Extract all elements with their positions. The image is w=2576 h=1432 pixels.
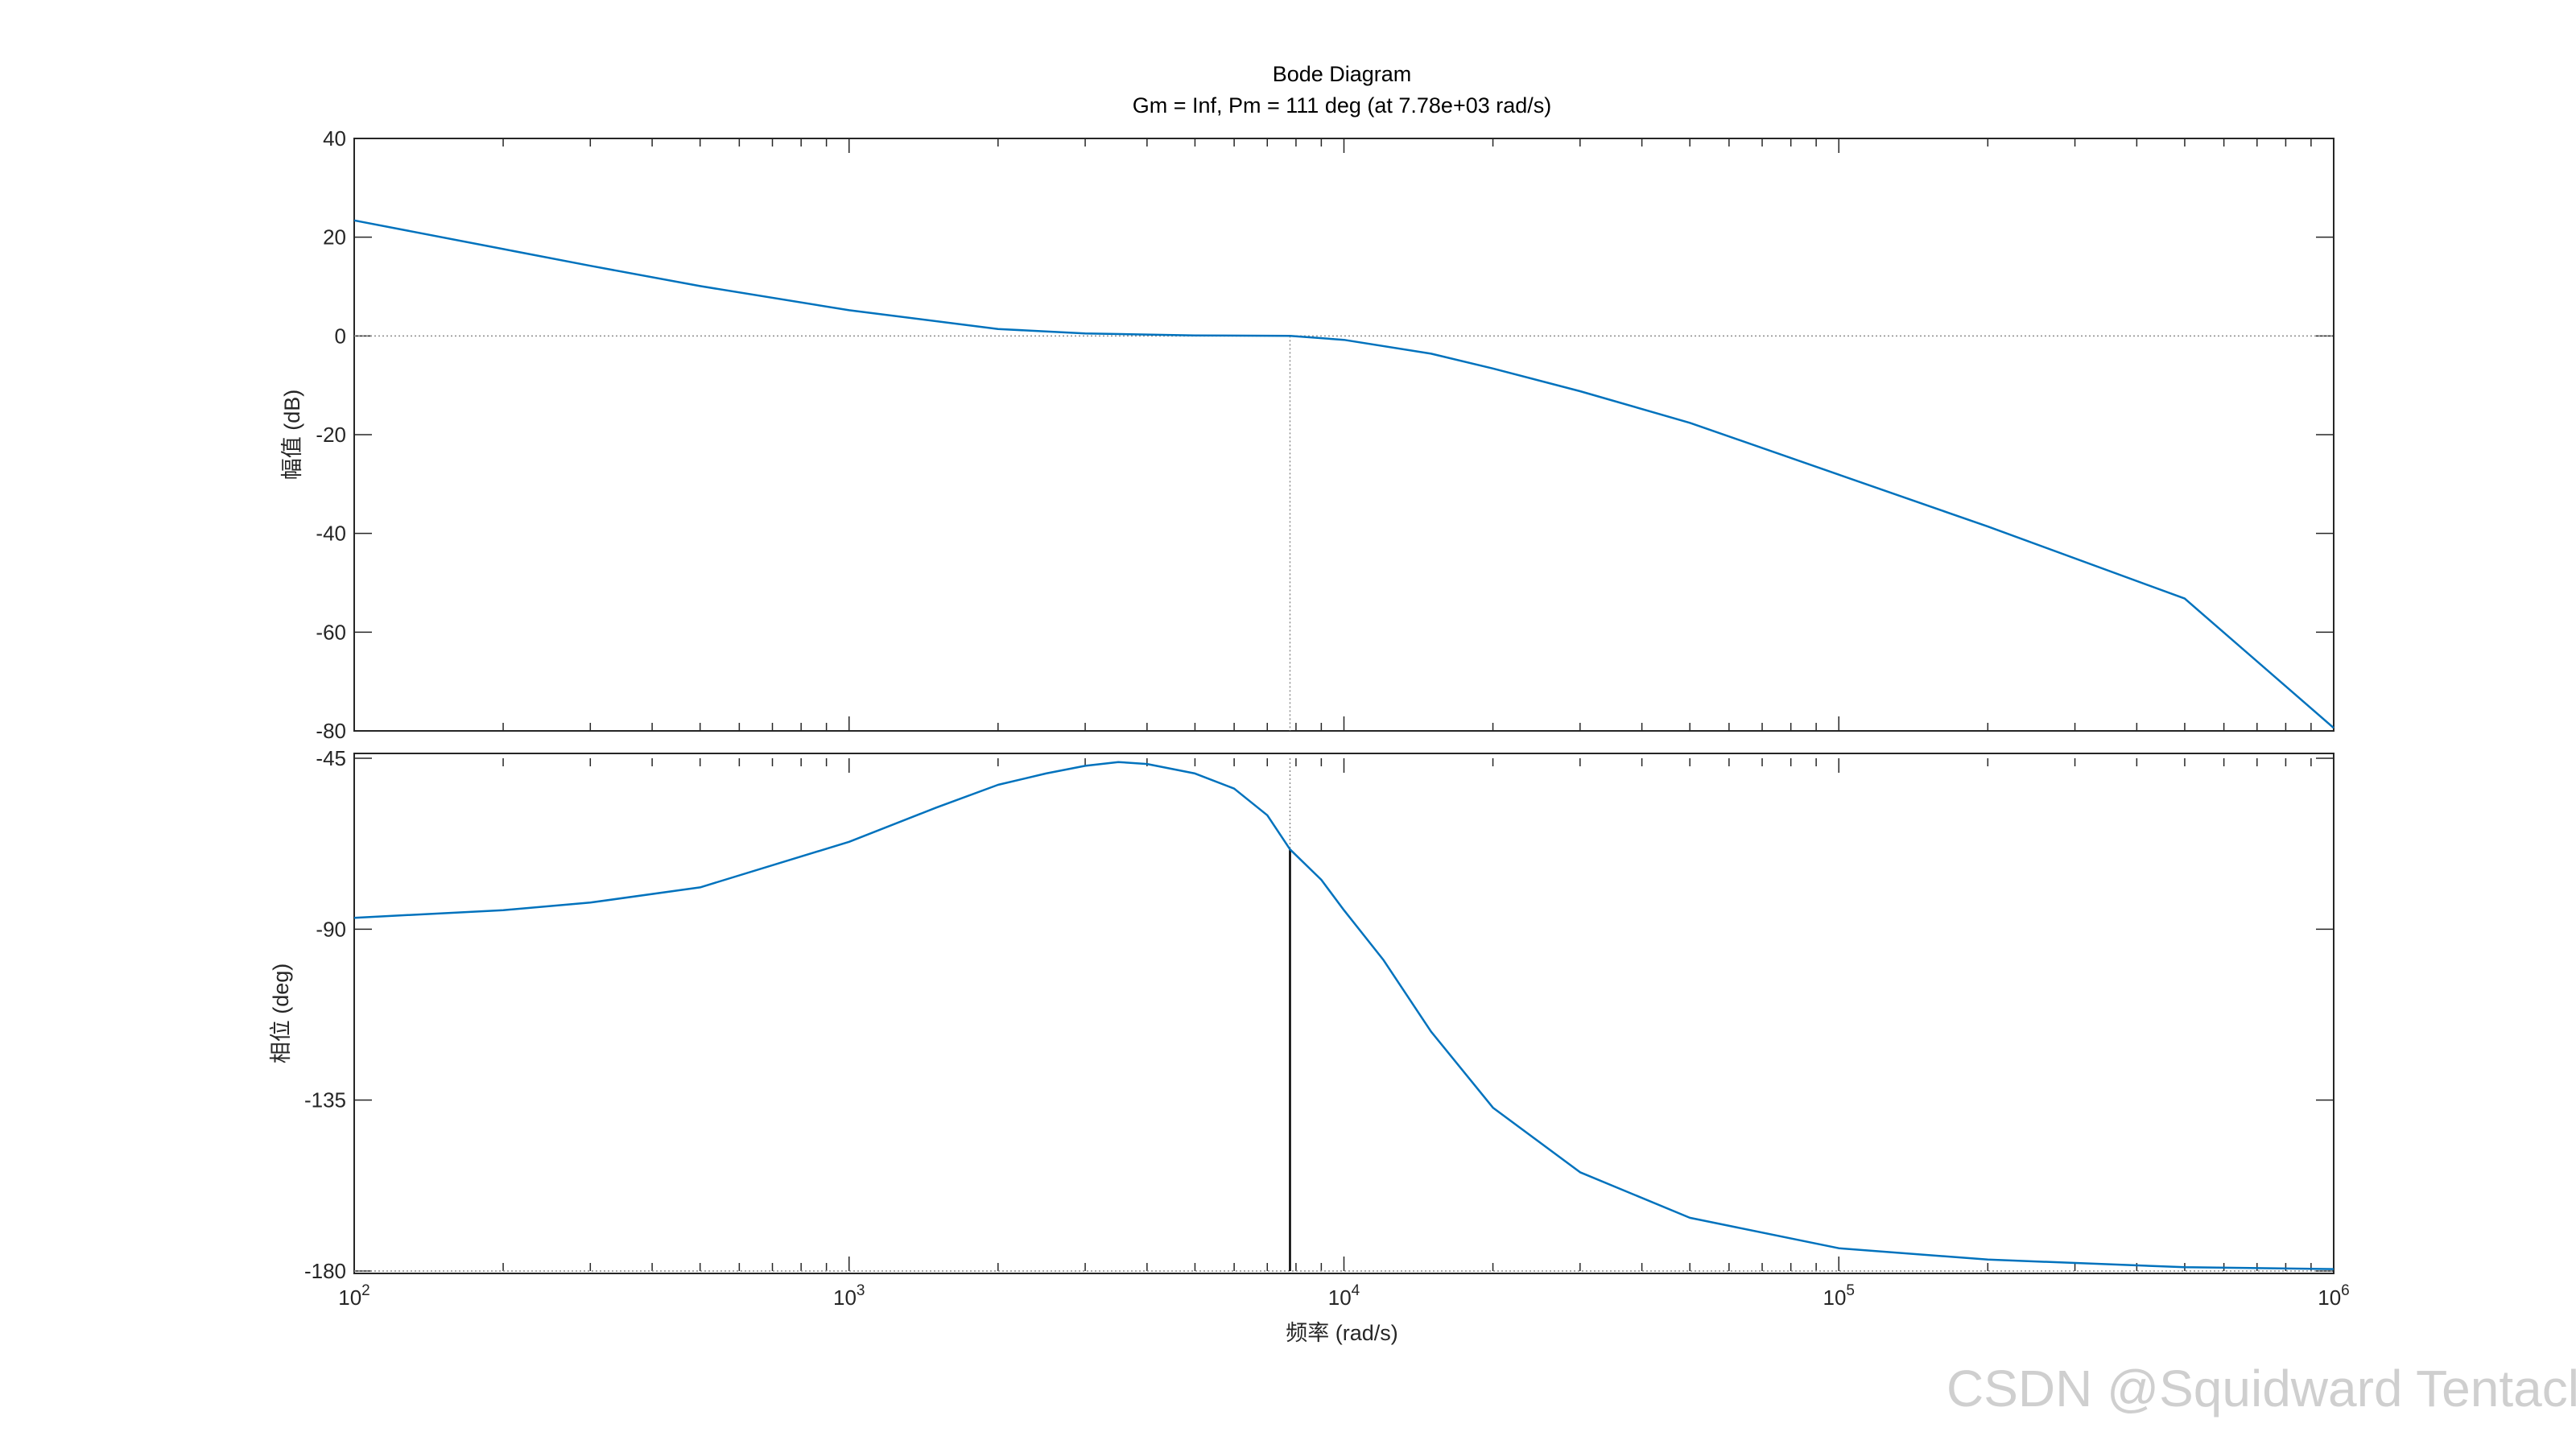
- y-tick-label: -60: [316, 620, 346, 644]
- x-tick-label: 104: [1328, 1282, 1360, 1310]
- y-tick-label: -20: [316, 423, 346, 447]
- magnitude-axes-frame: [353, 138, 2334, 732]
- x-tick-label: 105: [1823, 1282, 1856, 1310]
- y-tick-label: -180: [304, 1259, 346, 1283]
- x-tick-label: 106: [2318, 1282, 2350, 1310]
- y-tick-label: -135: [304, 1088, 346, 1112]
- x-axis-label: 频率 (rad/s): [1286, 1321, 1398, 1345]
- phase-ylabel: 相位 (deg): [269, 964, 293, 1064]
- y-tick-label: -80: [316, 719, 346, 743]
- magnitude-series-line: [353, 219, 2334, 729]
- y-tick-label: 20: [323, 225, 346, 250]
- phase-series-line: [353, 761, 2334, 1270]
- y-tick-label: -45: [316, 746, 346, 770]
- magnitude-ylabel: 幅值 (dB): [280, 390, 304, 481]
- watermark: CSDN @Squidward Tentacle: [1946, 1360, 2576, 1418]
- y-tick-label: 0: [335, 324, 346, 348]
- phase-axes-frame: [353, 753, 2334, 1274]
- y-tick-label: 40: [323, 126, 346, 151]
- y-tick-label: -90: [316, 917, 346, 941]
- chart-subtitle: Gm = Inf, Pm = 111 deg (at 7.78e+03 rad/…: [1133, 93, 1552, 118]
- x-tick-label: 102: [338, 1282, 370, 1310]
- y-tick-label: -40: [316, 522, 346, 546]
- magnitude-plot: 40 20 0 -20 -40 -60 -80 幅值 (dB): [280, 126, 2334, 743]
- chart-title: Bode Diagram: [1273, 62, 1412, 86]
- x-tick-label: 103: [833, 1282, 865, 1310]
